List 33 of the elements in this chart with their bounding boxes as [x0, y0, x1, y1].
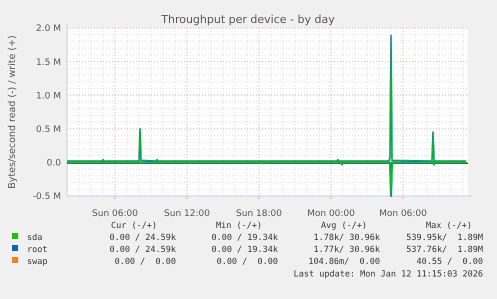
legend-label: swap: [27, 257, 48, 267]
text: 1.78k/ 30.96k: [313, 233, 380, 243]
text: 537.76k/ 1.89M: [406, 245, 483, 255]
y-axis-title: Bytes/second read (-) / write (+): [7, 35, 18, 189]
y-tick-label: 0.5 M: [36, 124, 61, 135]
text: 0.00 / 0.00: [216, 257, 278, 267]
text: 0.00 / 24.59k: [109, 233, 176, 243]
text: 0.00 / 19.34k: [211, 245, 278, 255]
y-tick-label: 2.0 M: [36, 24, 61, 34]
text: 539.95k/ 1.89M: [406, 233, 483, 243]
text: 40.55 / 0.00: [416, 257, 483, 267]
text: Cur (-/+): [110, 221, 158, 231]
text: 0.00 / 19.34k: [211, 233, 278, 243]
text: Max (-/+): [426, 221, 472, 231]
legend-label: sda: [27, 233, 42, 243]
x-tick-label: Mon 00:00: [307, 209, 356, 219]
x-tick-label: Sun 18:00: [236, 209, 282, 219]
y-tick-label: 1.0 M: [36, 91, 61, 102]
text: 0.00 / 0.00: [114, 257, 176, 267]
x-tick-label: Sun 12:00: [164, 209, 210, 219]
text: Last update: Mon Jan 12 11:15:03 2026: [294, 270, 483, 280]
y-tick-label: -0.5 M: [32, 192, 61, 202]
y-tick-label: 1.5 M: [36, 58, 61, 68]
chart-title: Throughput per device - by day: [160, 13, 336, 26]
text: Avg (-/+): [320, 221, 368, 231]
text: 104.86m/ 0.00: [308, 257, 380, 267]
legend-label: root: [27, 245, 48, 255]
text: 1.77k/ 30.96k: [313, 245, 380, 255]
text: Min (-/+): [216, 221, 262, 231]
text: 0.00 / 24.59k: [109, 245, 176, 255]
x-tick-label: Mon 06:00: [379, 209, 428, 219]
x-tick-label: Sun 06:00: [92, 209, 138, 219]
y-tick-label: 0.0: [46, 158, 62, 169]
